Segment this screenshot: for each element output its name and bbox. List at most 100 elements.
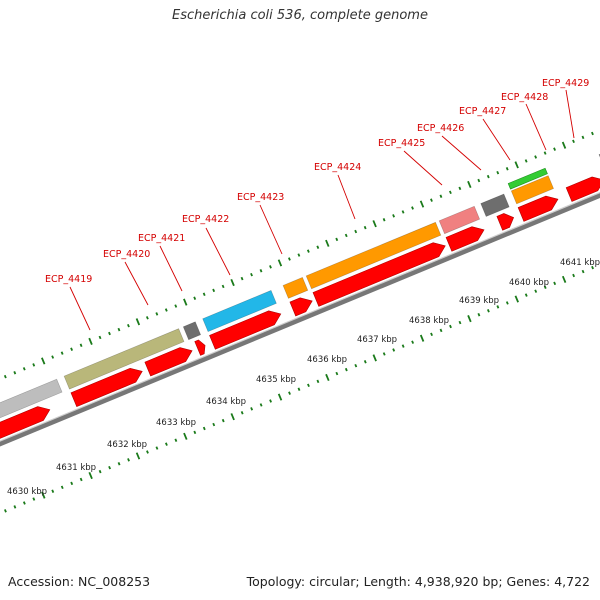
gene-label: ECP_4428 [501,92,548,103]
upper-major-tick [230,278,235,287]
lower-minor-tick [572,273,576,278]
lower-minor-tick [269,399,272,403]
upper-minor-tick [202,292,206,297]
cog-feature [507,167,548,190]
upper-minor-tick [344,233,348,238]
cds-arrow [445,226,485,252]
backbone-highlight [0,191,600,442]
lower-minor-tick [505,301,509,305]
lower-minor-tick [553,281,557,286]
upper-minor-tick [477,178,481,183]
gene-label: ECP_4429 [542,78,589,89]
kbp-label: 4632 kbp [107,440,147,450]
lower-minor-tick [259,403,263,407]
gene-leader-line [69,286,91,331]
upper-minor-tick [496,170,500,175]
cds-arrow [517,195,559,222]
upper-minor-tick [259,269,263,273]
gene-leader-line [482,118,511,161]
lower-minor-tick [98,469,102,474]
upper-minor-tick [458,186,462,191]
lower-minor-tick [458,320,462,325]
gene-leader-line [337,174,356,220]
upper-minor-tick [240,276,244,281]
lower-minor-tick [13,505,17,509]
lower-minor-tick [297,387,301,391]
upper-minor-tick [250,272,253,277]
lower-minor-tick [70,481,74,486]
kbp-label: 4638 kbp [409,316,449,326]
cds-arrow [496,213,515,231]
upper-minor-tick [401,210,405,214]
lower-minor-tick [524,293,528,297]
lower-minor-tick [316,379,320,384]
upper-minor-tick [22,367,26,371]
gene-label: ECP_4422 [182,214,229,225]
accession-text: Accession: NC_008253 [8,574,151,589]
upper-minor-tick [524,159,528,163]
upper-minor-tick [572,139,575,144]
lower-minor-tick [221,418,225,423]
lower-minor-tick [543,285,547,289]
lower-minor-tick [212,422,216,427]
upper-minor-tick [543,151,547,155]
gene-leader-line [159,245,183,292]
upper-minor-tick [98,335,102,340]
lower-minor-tick [250,407,254,411]
gene-label: ECP_4425 [378,138,425,149]
lower-minor-tick [32,497,36,501]
genome-backbone [0,191,600,447]
upper-minor-tick [127,323,130,328]
upper-major-tick [135,318,141,326]
gene-label: ECP_4420 [103,249,150,260]
upper-minor-tick [392,214,395,218]
lower-minor-tick [411,340,415,344]
gene-leader-line [259,204,283,255]
gene-leader-line [565,89,575,139]
upper-major-tick [419,200,425,208]
lower-major-tick [135,452,141,460]
cog-feature-track [0,153,600,419]
upper-minor-tick [316,245,320,249]
upper-minor-tick [297,253,301,257]
upper-minor-tick [193,296,197,300]
gene-leader-line [205,227,231,276]
lower-minor-tick [4,509,7,513]
genome-summary-text: Topology: circular; Length: 4,938,920 bp… [246,574,590,589]
lower-minor-tick [401,344,405,348]
kbp-label: 4634 kbp [206,397,246,407]
upper-minor-tick [591,131,594,136]
cds-arrow [70,367,143,408]
lower-minor-tick [155,446,159,450]
upper-major-tick [41,357,46,365]
lower-minor-tick [60,485,64,490]
upper-minor-tick [51,355,55,359]
lower-minor-tick [193,430,197,435]
gene-label: ECP_4426 [417,123,464,134]
cog-feature [282,277,309,299]
kbp-label: 4641 kbp [560,258,600,268]
kbp-label: 4630 kbp [7,487,47,497]
cds-arrow [312,242,446,307]
lower-major-tick [277,393,283,401]
lower-major-tick [325,373,330,382]
kbp-label: 4639 kbp [459,296,499,306]
kbp-label: 4636 kbp [307,355,347,365]
lower-minor-tick [127,458,130,462]
lower-minor-tick [392,348,396,352]
upper-minor-tick [108,331,111,336]
lower-minor-tick [146,450,149,454]
gene-label: ECP_4427 [459,106,506,117]
lower-minor-tick [288,391,291,395]
kbp-label: 4640 kbp [509,278,549,288]
upper-minor-tick [354,229,358,234]
upper-major-tick [88,337,93,345]
upper-tick-row [3,131,594,379]
lower-minor-tick [382,352,386,356]
lower-minor-tick [496,305,500,309]
lower-major-tick [419,334,425,342]
lower-minor-tick [363,360,367,364]
lower-minor-tick [51,489,55,493]
lower-minor-tick [117,462,121,466]
backbone-line [0,192,600,447]
